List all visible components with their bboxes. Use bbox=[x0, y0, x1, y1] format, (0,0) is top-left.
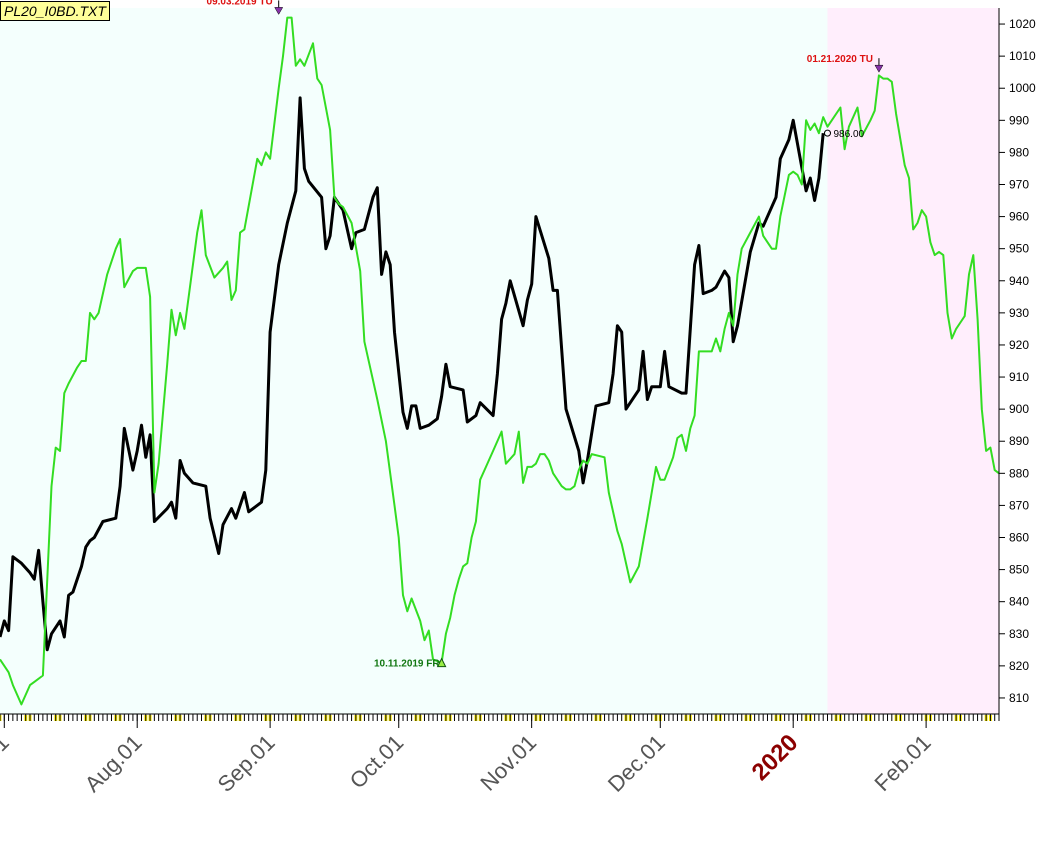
y-tick-label: 950 bbox=[1009, 242, 1029, 256]
y-tick-label: 940 bbox=[1009, 274, 1029, 288]
month-label: Nov.01 bbox=[475, 730, 541, 796]
weekend-tick bbox=[0, 715, 2, 721]
y-tick-label: 970 bbox=[1009, 178, 1029, 192]
y-tick-label: 870 bbox=[1009, 498, 1029, 512]
highlight-region bbox=[827, 8, 999, 714]
month-label: Dec.01 bbox=[603, 730, 670, 797]
top-marker-label: 01.21.2020 TU bbox=[807, 54, 873, 65]
y-tick-label: 990 bbox=[1009, 113, 1029, 127]
last-value-marker-icon bbox=[823, 129, 831, 137]
y-tick-label: 980 bbox=[1009, 145, 1029, 159]
month-label: Oct.01 bbox=[345, 730, 409, 794]
y-tick-label: 830 bbox=[1009, 627, 1029, 641]
year-label: 2020 bbox=[747, 729, 804, 786]
y-tick-label: 900 bbox=[1009, 402, 1029, 416]
month-label: Sep.01 bbox=[213, 730, 280, 797]
top-marker-label: 09.03.2019 TU bbox=[207, 0, 273, 7]
y-tick-label: 1010 bbox=[1009, 49, 1036, 63]
series-line-secondary bbox=[0, 16, 1000, 706]
y-tick-label: 930 bbox=[1009, 306, 1029, 320]
last-value-label: 986.00 bbox=[833, 129, 864, 140]
series-line-primary bbox=[0, 96, 825, 652]
y-tick-label: 920 bbox=[1009, 338, 1029, 352]
y-tick-label: 960 bbox=[1009, 210, 1029, 224]
y-tick-label: 820 bbox=[1009, 659, 1029, 673]
y-tick-label: 880 bbox=[1009, 466, 1029, 480]
y-tick-label: 1020 bbox=[1009, 17, 1036, 31]
bottom-marker-label: 10.11.2019 FR bbox=[374, 659, 440, 670]
y-tick-label: 1000 bbox=[1009, 81, 1036, 95]
month-label: Feb.01 bbox=[870, 730, 936, 796]
month-label: Jul.01 bbox=[0, 730, 14, 789]
month-label: Aug.01 bbox=[80, 730, 147, 797]
chart-title: PL20_I0BD.TXT bbox=[0, 1, 110, 21]
y-tick-label: 810 bbox=[1009, 691, 1029, 705]
y-tick-label: 860 bbox=[1009, 531, 1029, 545]
bottom-marker-icon bbox=[436, 657, 447, 668]
y-tick-label: 840 bbox=[1009, 595, 1029, 609]
y-tick-label: 850 bbox=[1009, 563, 1029, 577]
y-tick-label: 890 bbox=[1009, 434, 1029, 448]
y-tick-label: 910 bbox=[1009, 370, 1029, 384]
